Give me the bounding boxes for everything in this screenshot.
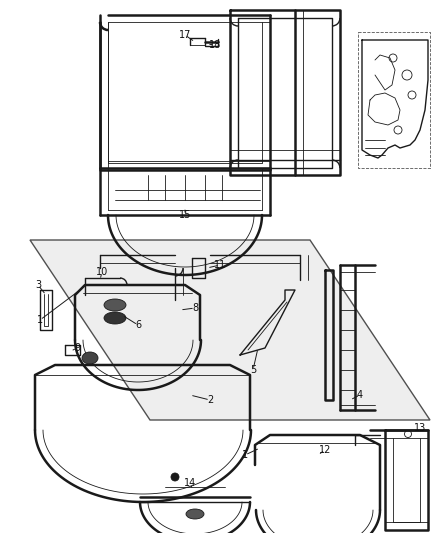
Text: 4: 4 [357, 390, 363, 400]
Ellipse shape [104, 312, 126, 324]
Polygon shape [30, 240, 430, 420]
Text: 6: 6 [135, 320, 141, 330]
Text: 14: 14 [184, 478, 196, 488]
Text: 2: 2 [207, 395, 213, 405]
Text: 1: 1 [242, 450, 248, 460]
Text: 9: 9 [74, 343, 80, 353]
Text: 11: 11 [214, 260, 226, 270]
Ellipse shape [186, 509, 204, 519]
Circle shape [171, 473, 179, 481]
Text: 15: 15 [179, 210, 191, 220]
Text: 12: 12 [319, 445, 331, 455]
Text: 10: 10 [96, 267, 108, 277]
Ellipse shape [104, 299, 126, 311]
Text: 18: 18 [209, 40, 221, 50]
Text: 3: 3 [35, 280, 41, 290]
Text: 8: 8 [192, 303, 198, 313]
Text: 5: 5 [250, 365, 256, 375]
Text: 17: 17 [179, 30, 191, 40]
Text: 1: 1 [37, 315, 43, 325]
Ellipse shape [82, 352, 98, 364]
Text: 13: 13 [414, 423, 426, 433]
